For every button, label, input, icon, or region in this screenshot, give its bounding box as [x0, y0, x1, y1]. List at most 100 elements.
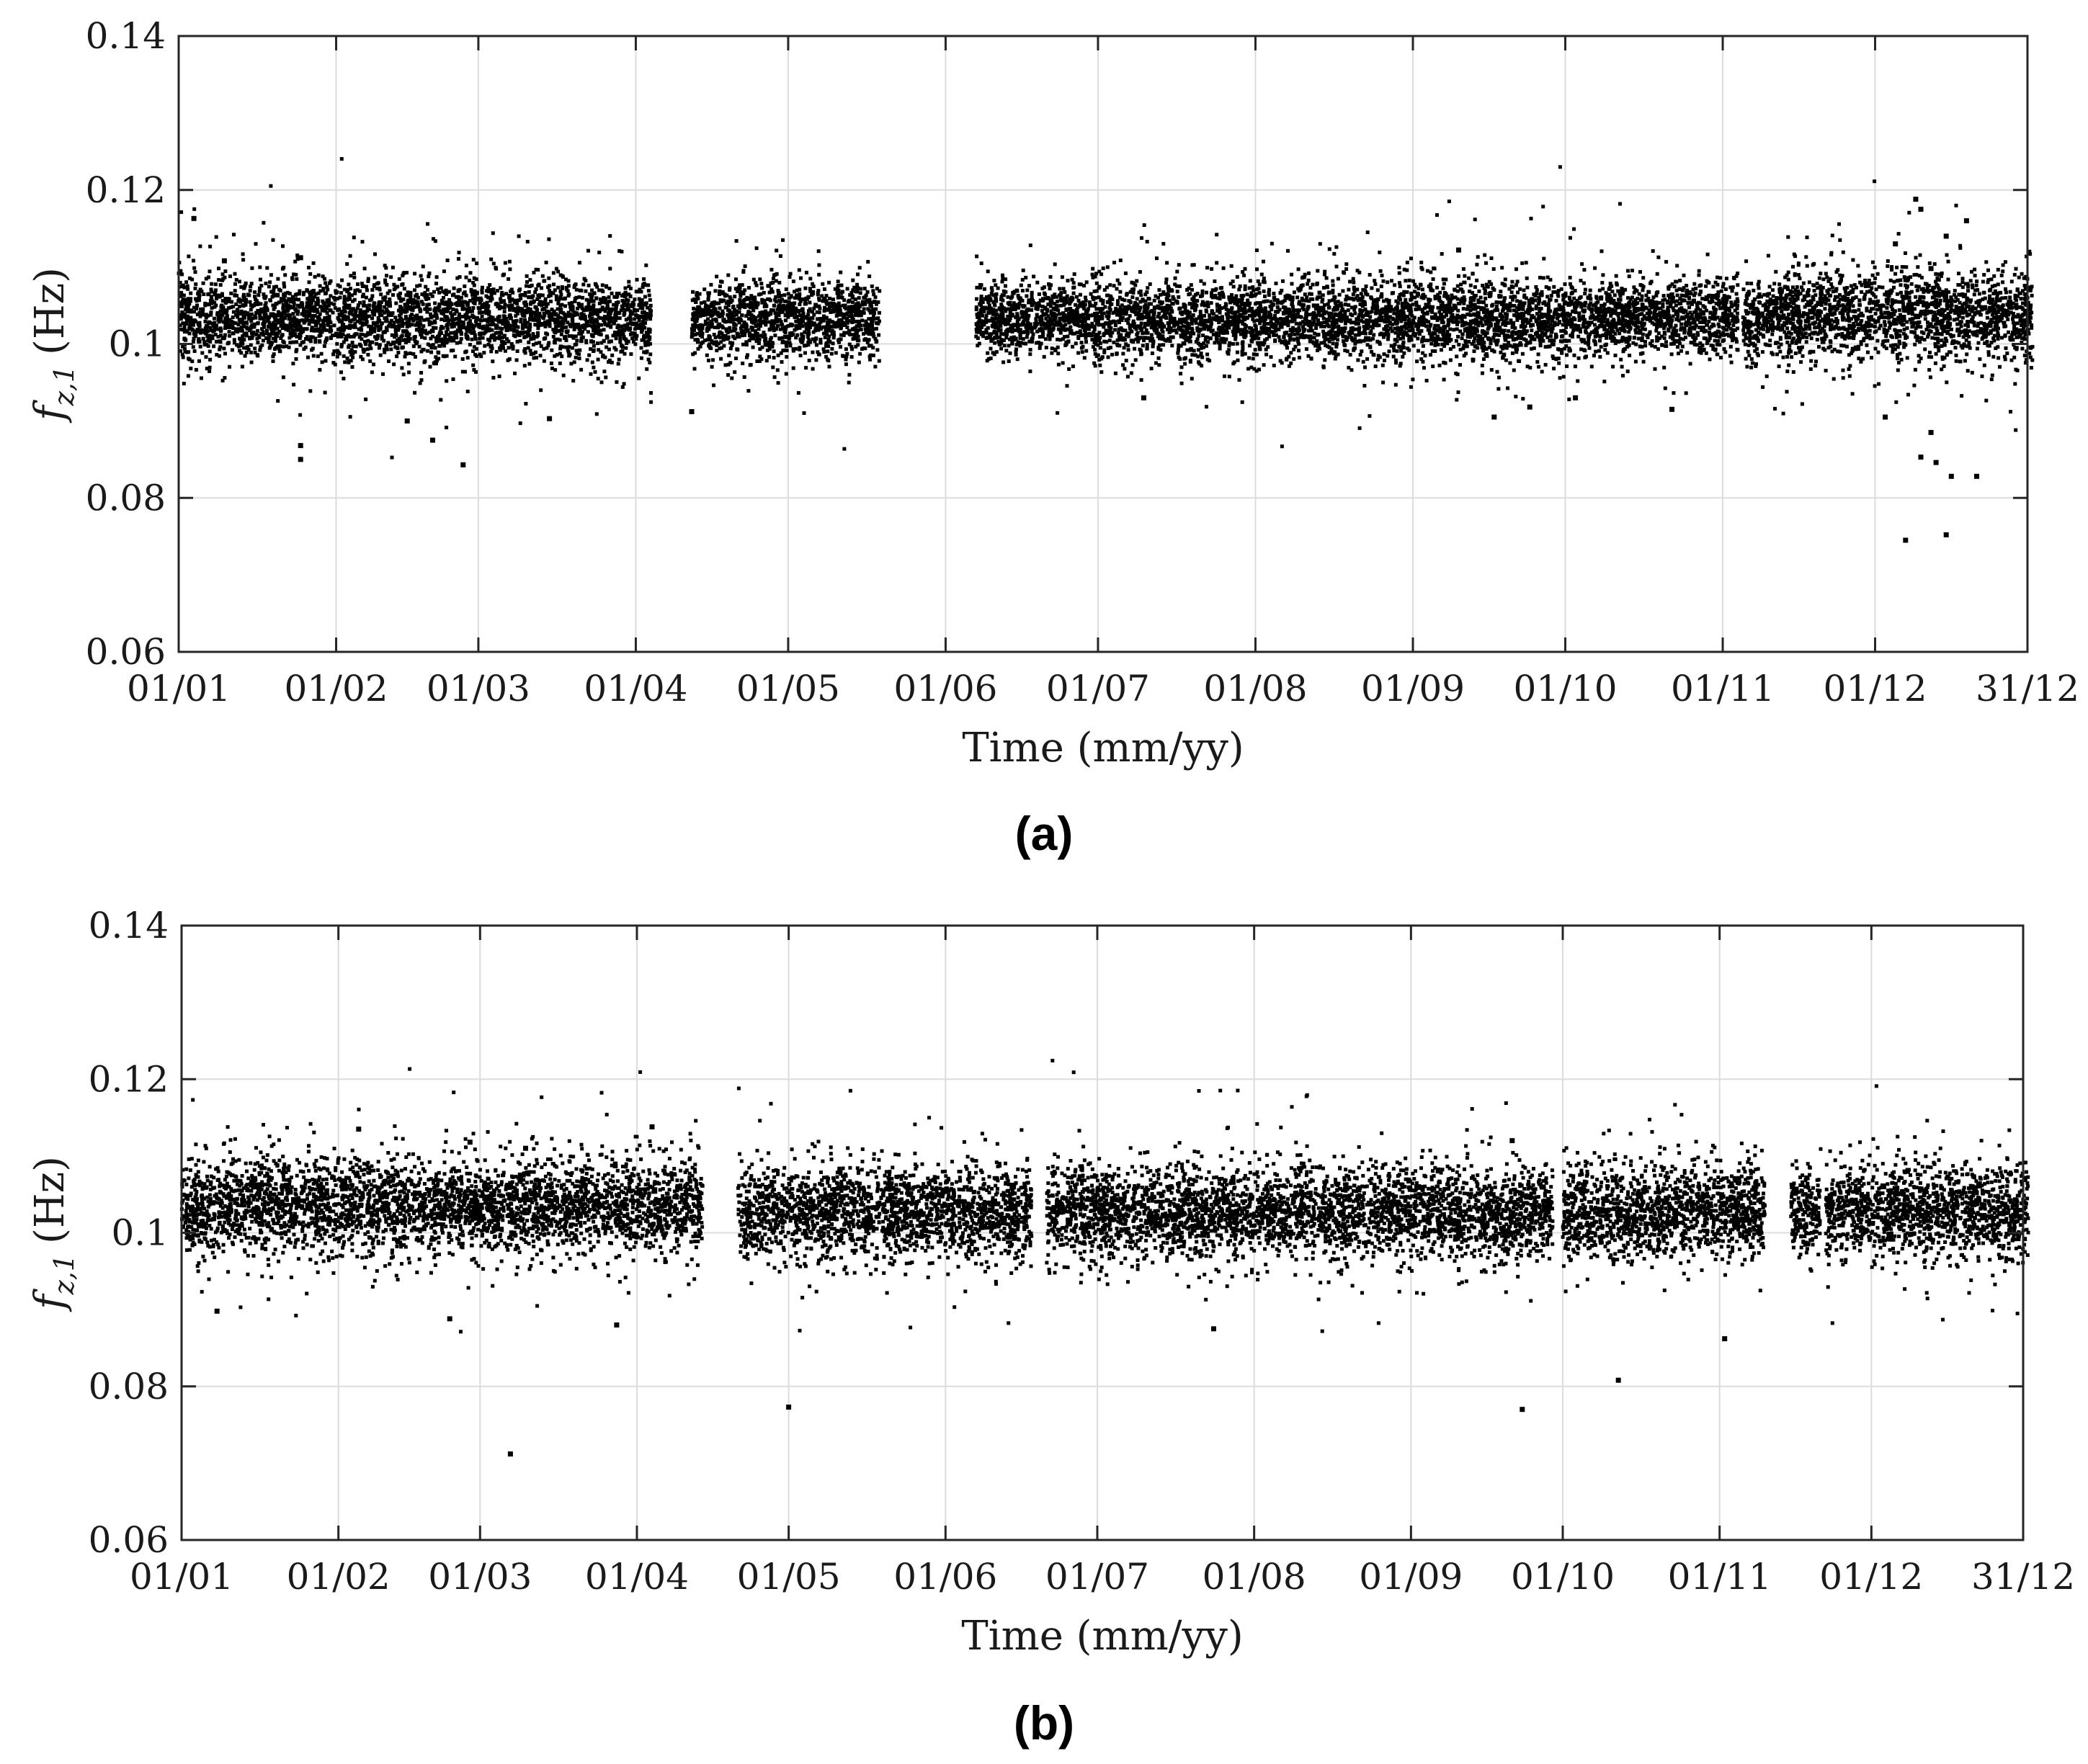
data-point	[375, 282, 379, 285]
data-point	[528, 278, 532, 282]
data-point	[830, 347, 834, 351]
data-point	[400, 366, 403, 370]
data-point	[278, 330, 282, 333]
data-point	[847, 329, 851, 333]
data-point	[499, 297, 502, 301]
data-point	[481, 327, 485, 331]
data-point	[491, 231, 495, 235]
data-point	[1084, 340, 1088, 344]
data-point	[322, 287, 326, 290]
data-point	[410, 313, 414, 316]
data-point	[870, 285, 874, 288]
data-point	[553, 354, 556, 358]
data-point	[1058, 317, 1061, 321]
data-point	[397, 325, 401, 328]
data-point	[1030, 308, 1033, 312]
data-point	[475, 297, 478, 301]
data-point	[183, 325, 187, 328]
data-point	[308, 296, 312, 300]
data-point	[348, 324, 352, 328]
data-point	[623, 382, 626, 385]
data-point	[868, 354, 872, 358]
data-point	[414, 323, 418, 327]
data-point	[183, 350, 187, 354]
data-point	[550, 362, 553, 365]
data-point	[589, 340, 593, 344]
data-point	[841, 290, 844, 294]
data-point	[801, 324, 805, 328]
data-point	[470, 310, 474, 313]
data-point	[206, 339, 210, 343]
data-point	[458, 251, 461, 254]
data-point	[591, 361, 594, 364]
data-point	[298, 413, 302, 417]
data-point	[452, 377, 455, 381]
data-point	[416, 304, 420, 308]
data-point	[747, 286, 751, 290]
data-point	[475, 347, 478, 351]
data-point	[996, 287, 1000, 290]
data-point	[511, 304, 514, 308]
data-point	[731, 335, 735, 339]
data-point	[871, 289, 875, 292]
data-point	[1018, 323, 1022, 327]
data-point	[332, 303, 336, 306]
data-point	[258, 290, 262, 293]
data-point	[227, 300, 231, 303]
data-point	[603, 321, 607, 325]
data-point	[429, 321, 432, 325]
data-point	[854, 297, 857, 301]
data-point	[318, 318, 321, 322]
data-point	[250, 267, 254, 270]
data-point	[220, 279, 224, 282]
data-point	[297, 319, 300, 323]
data-point	[832, 336, 836, 339]
data-point	[518, 333, 522, 337]
data-point	[318, 368, 321, 372]
data-point	[547, 310, 550, 313]
data-point	[1086, 333, 1089, 337]
data-point	[401, 333, 404, 337]
data-point	[483, 344, 486, 348]
data-point	[507, 346, 511, 349]
data-point	[347, 360, 350, 364]
data-point	[1029, 348, 1032, 352]
data-point	[757, 293, 761, 297]
data-point	[382, 339, 385, 343]
data-point	[648, 298, 652, 302]
data-point	[702, 312, 706, 315]
data-point	[799, 277, 803, 280]
data-point	[432, 290, 436, 294]
data-point	[525, 285, 528, 288]
data-point	[323, 344, 326, 348]
data-point	[803, 303, 807, 306]
data-point	[788, 306, 792, 310]
data-point	[258, 287, 262, 290]
data-point	[219, 328, 223, 331]
data-point	[769, 282, 773, 285]
data-point	[763, 299, 767, 303]
data-point	[433, 301, 437, 305]
data-point	[342, 323, 345, 326]
data-point	[334, 306, 337, 310]
data-point	[543, 312, 546, 315]
data-point	[265, 331, 269, 335]
data-point	[406, 325, 409, 328]
data-point	[697, 311, 700, 315]
data-point	[556, 286, 560, 290]
data-point	[568, 334, 571, 338]
data-point	[251, 331, 255, 335]
data-point	[1001, 360, 1005, 364]
data-point	[472, 258, 476, 261]
data-point	[434, 336, 438, 340]
data-point	[188, 277, 192, 280]
data-point	[785, 310, 789, 313]
data-point	[464, 317, 468, 321]
data-point	[537, 322, 540, 326]
data-point	[624, 287, 628, 290]
data-point	[420, 292, 424, 296]
data-point	[323, 324, 326, 328]
data-point	[609, 324, 612, 328]
data-point	[787, 324, 790, 328]
data-point	[860, 318, 864, 322]
